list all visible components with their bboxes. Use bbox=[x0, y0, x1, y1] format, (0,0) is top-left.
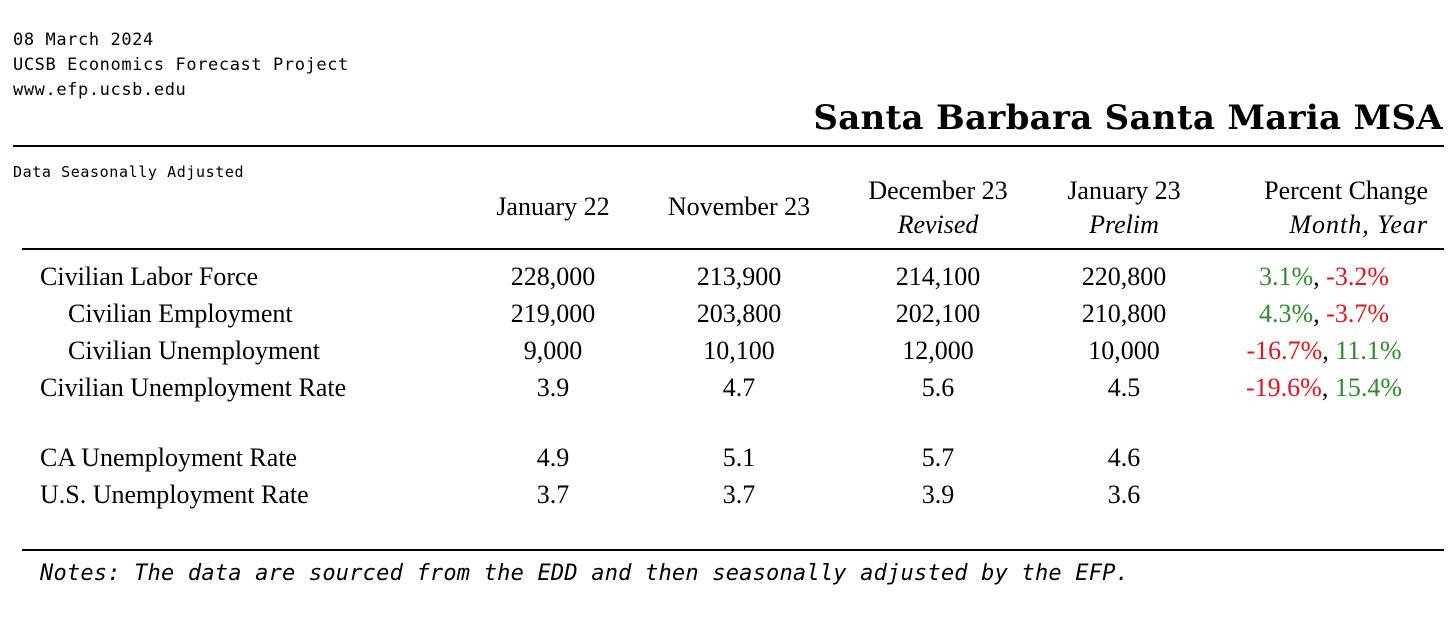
top-rule bbox=[13, 145, 1444, 147]
table-cell: 4.7 bbox=[722, 373, 756, 402]
table-cell: 3.9 bbox=[921, 480, 955, 509]
table-cell: 3.6 bbox=[1107, 480, 1141, 509]
column-header-label: January 23 bbox=[1067, 176, 1181, 205]
column-header-sublabel: Month, Year bbox=[1289, 210, 1428, 239]
table-cell: 220,800 bbox=[1081, 262, 1167, 291]
column-header-jan22: January 22 bbox=[473, 190, 633, 224]
row-label: U.S. Unemployment Rate bbox=[40, 480, 309, 509]
report-header-info: 08 March 2024 UCSB Economics Forecast Pr… bbox=[13, 28, 349, 103]
percent-change-cell: -19.6%, 15.4% bbox=[1220, 369, 1428, 406]
table-row: Civilian Unemployment Rate 3.9 4.7 5.6 4.5 -1… bbox=[0, 369, 1456, 406]
table-notes: Notes: The data are sourced from the EDD… bbox=[40, 561, 1130, 586]
table-cell: 213,900 bbox=[696, 262, 782, 291]
year-change: 11.1% bbox=[1335, 336, 1402, 365]
month-change: 3.1% bbox=[1259, 262, 1314, 291]
percent-change-cell: -16.7%, 11.1% bbox=[1220, 332, 1428, 369]
table-cell: 4.5 bbox=[1107, 373, 1141, 402]
table-cell: 214,100 bbox=[895, 262, 981, 291]
column-header-percent-change: Percent Change Month, Year bbox=[1220, 174, 1428, 242]
change-separator: , bbox=[1322, 336, 1336, 365]
row-label: Civilian Unemployment bbox=[68, 336, 321, 365]
column-header-label: Percent Change bbox=[1264, 176, 1428, 205]
row-label: Civilian Employment bbox=[68, 299, 293, 328]
table-cell: 5.7 bbox=[921, 443, 955, 472]
table-cell: 3.9 bbox=[536, 373, 570, 402]
report-date: 08 March 2024 bbox=[13, 30, 154, 50]
column-header-jan23: January 23 Prelim bbox=[1045, 174, 1203, 242]
year-change: -3.2% bbox=[1326, 262, 1389, 291]
adjustment-label: Data Seasonally Adjusted bbox=[13, 163, 245, 181]
change-separator: , bbox=[1321, 373, 1335, 402]
column-header-label: December 23 bbox=[868, 176, 1008, 205]
table-cell: 9,000 bbox=[523, 336, 583, 365]
year-change: -3.7% bbox=[1326, 299, 1389, 328]
table-row: Civilian Labor Force 228,000 213,900 214,10… bbox=[0, 258, 1456, 295]
table-row: Civilian Employment 219,000 203,800 202,100… bbox=[0, 295, 1456, 332]
website-url: www.efp.ucsb.edu bbox=[13, 80, 187, 100]
column-header-label: November 23 bbox=[667, 192, 811, 221]
row-label: CA Unemployment Rate bbox=[40, 443, 298, 472]
month-change: -16.7% bbox=[1246, 336, 1323, 365]
percent-change-cell: 4.3%, -3.7% bbox=[1220, 295, 1428, 332]
table-cell: 3.7 bbox=[536, 480, 570, 509]
month-change: -19.6% bbox=[1246, 373, 1322, 402]
table-cell: 203,800 bbox=[696, 299, 782, 328]
header-rule bbox=[22, 248, 1444, 250]
percent-change-cell: 3.1%, -3.2% bbox=[1220, 258, 1428, 295]
change-separator: , bbox=[1313, 262, 1327, 291]
table-cell: 202,100 bbox=[895, 299, 981, 328]
table-cell: 210,800 bbox=[1081, 299, 1167, 328]
region-title: Santa Barbara Santa Maria MSA bbox=[813, 98, 1443, 138]
table-cell: 5.6 bbox=[921, 373, 955, 402]
table-cell: 3.7 bbox=[722, 480, 756, 509]
year-change: 15.4% bbox=[1334, 373, 1402, 402]
table-row: Civilian Unemployment 9,000 10,100 12,000 10… bbox=[0, 332, 1456, 369]
month-change: 4.3% bbox=[1259, 299, 1314, 328]
table-cell: 4.6 bbox=[1107, 443, 1141, 472]
table-row: U.S. Unemployment Rate 3.7 3.7 3.9 3.6 bbox=[0, 476, 1456, 513]
column-header-dec23: December 23 Revised bbox=[848, 174, 1028, 242]
column-header-label: January 22 bbox=[496, 192, 610, 221]
table-cell: 4.9 bbox=[536, 443, 570, 472]
table-cell: 5.1 bbox=[722, 443, 756, 472]
bottom-rule bbox=[22, 549, 1444, 551]
table-cell: 228,000 bbox=[510, 262, 596, 291]
table-cell: 12,000 bbox=[902, 336, 974, 365]
column-header-nov23: November 23 bbox=[650, 190, 828, 224]
table-row: CA Unemployment Rate 4.9 5.1 5.7 4.6 bbox=[0, 439, 1456, 476]
row-label: Civilian Labor Force bbox=[40, 262, 259, 291]
column-header-sublabel: Revised bbox=[897, 210, 979, 239]
row-label: Civilian Unemployment Rate bbox=[40, 373, 347, 402]
table-cell: 10,100 bbox=[703, 336, 775, 365]
table-cell: 219,000 bbox=[510, 299, 596, 328]
change-separator: , bbox=[1313, 299, 1327, 328]
organization-name: UCSB Economics Forecast Project bbox=[13, 55, 349, 75]
table-cell: 10,000 bbox=[1088, 336, 1160, 365]
column-header-sublabel: Prelim bbox=[1089, 210, 1159, 239]
